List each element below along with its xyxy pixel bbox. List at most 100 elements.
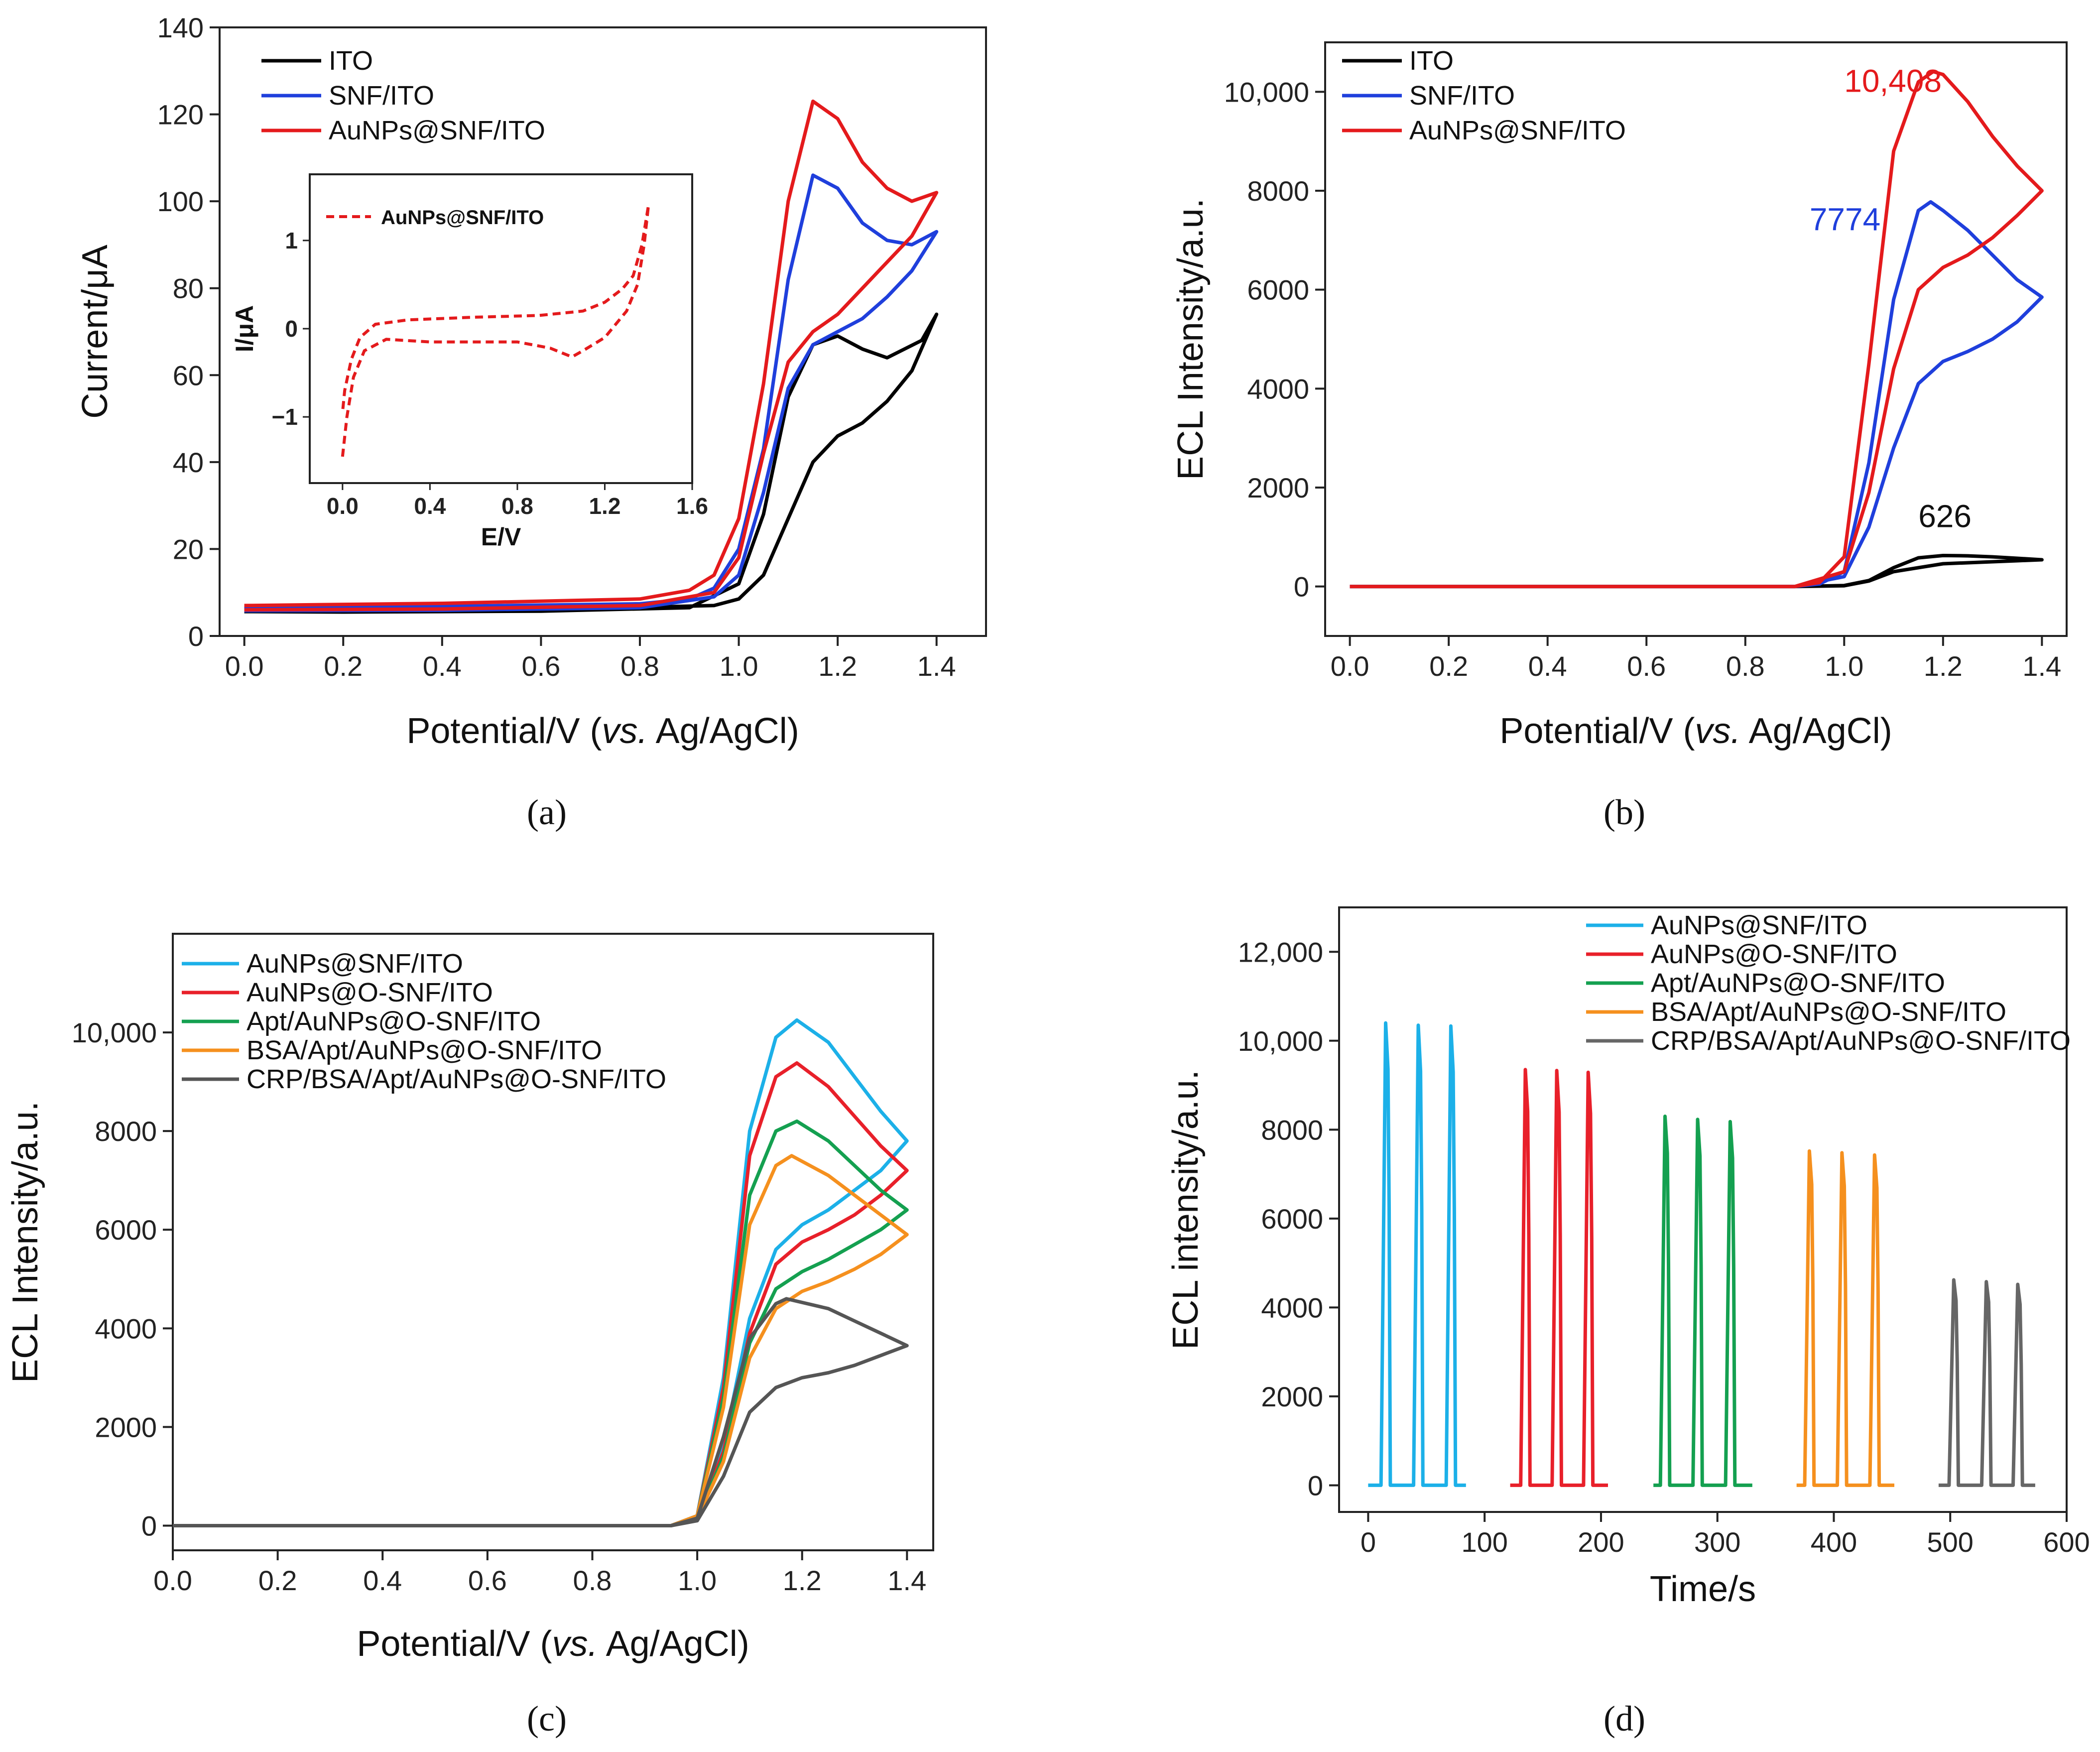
y-tick-label: 10,000 [72,1017,157,1048]
peak-annotation: 10,408 [1844,63,1942,99]
inset-y-tick-label: 0 [285,316,298,342]
x-tick-label: 500 [1927,1526,1974,1558]
x-axis-label-part: Potential/V ( [357,1624,552,1664]
series-line-aunps-snf-ito [244,99,939,612]
series-line-aunps-snf-ito [173,1018,909,1527]
legend-label-snf-ito: SNF/ITO [329,81,434,111]
x-axis-label: Potential/V (vs. Ag/AgCl) [1499,711,1892,751]
x-tick-label: 0.2 [324,650,363,682]
plot-frame [1324,41,2068,637]
legend-label-aunps-snf-ito: AuNPs@SNF/ITO [329,116,545,145]
x-tick-label: 600 [2043,1526,2090,1558]
y-tick-label: 80 [173,273,204,304]
y-axis-label: ECL Intensity/a.u. [5,1101,45,1383]
x-tick-label: 0.8 [573,1565,612,1596]
x-tick-label: 200 [1578,1526,1624,1558]
series-line-aunps-snf-ito [1368,1021,1466,1487]
series-line-crp-bsa-apt-aunps-o-snf-ito [1938,1278,2035,1487]
series-line-ito [244,312,939,614]
inset-y-tick-label: 1 [285,228,298,253]
x-axis-label: Potential/V (vs. Ag/AgCl) [406,711,799,751]
x-tick-label: 1.4 [887,1565,926,1596]
x-axis-label-part: Ag/AgCl) [598,1624,749,1664]
series-line-bsa-apt-aunps-o-snf-ito [173,1154,909,1527]
inset-x-tick-label: 0.0 [327,493,359,519]
x-axis-label-part: Potential/V ( [1499,711,1695,751]
x-tick-label: 0.8 [1726,650,1765,682]
x-axis-label-part: Ag/AgCl) [648,711,799,751]
plot-frame [219,26,987,637]
x-axis-label: Time/s [1650,1569,1756,1609]
y-tick-label: 4000 [1247,373,1309,404]
y-tick-label: 10,000 [1224,76,1309,108]
series-line-bsa-apt-aunps-o-snf-ito [1796,1149,1894,1487]
legend-label-aunps-snf-ito: AuNPs@SNF/ITO [1651,910,1867,940]
x-tick-label: 1.4 [2022,650,2061,682]
y-tick-label: 40 [173,447,204,478]
series-line-apt-aunps-o-snf-ito [1653,1115,1752,1487]
y-tick-label: 6000 [95,1214,157,1246]
legend-label-aunps-o-snf-ito: AuNPs@O-SNF/ITO [247,978,493,1007]
x-axis-label-part: vs. [1695,711,1741,751]
legend-label-apt-aunps-o-snf-ito: Apt/AuNPs@O-SNF/ITO [247,1006,541,1036]
y-tick-label: 8000 [1247,175,1309,207]
series-line-aunps-o-snf-ito [1510,1068,1608,1487]
panel-label-d: (d) [1604,1699,1645,1739]
y-tick-label: 0 [188,621,204,652]
legend-label-ito: ITO [1409,46,1454,76]
legend-label-aunps-snf-ito: AuNPs@SNF/ITO [1409,116,1626,145]
panel-d-chart: 0 100 200 300 400 500 6000200040006000800010,0… [1166,906,2090,1609]
x-tick-label: 1.2 [783,1565,822,1596]
x-tick-label: 1.0 [720,650,758,682]
x-tick-label: 0.4 [1528,650,1567,682]
x-tick-label: 0.0 [153,1565,192,1596]
legend-label-snf-ito: SNF/ITO [1409,81,1515,111]
peak-annotation: 626 [1918,498,1972,534]
panel-label-c: (c) [527,1699,567,1739]
inset-x-tick-label: 1.6 [676,493,708,519]
inset-x-tick-label: 0.8 [501,493,533,519]
legend-label-aunps-o-snf-ito: AuNPs@O-SNF/ITO [1651,939,1897,969]
series-line-snf-ito [1350,200,2044,589]
x-tick-label: 0.0 [225,650,264,682]
plot-frame [172,933,934,1551]
x-tick-label: 400 [1811,1526,1857,1558]
x-tick-label: 1.0 [678,1565,717,1596]
legend-label-bsa-apt-aunps-o-snf-ito: BSA/Apt/AuNPs@O-SNF/ITO [1651,997,2006,1027]
x-tick-label: 0.6 [521,650,560,682]
inset-y-axis-label: I/μA [231,305,258,352]
inset-series-line [341,205,650,457]
y-tick-label: 8000 [1261,1114,1323,1145]
x-tick-label: 0.2 [1429,650,1468,682]
inset-x-tick-label: 0.4 [414,493,446,519]
y-tick-label: 6000 [1247,274,1309,306]
inset-x-tick-label: 1.2 [589,493,620,519]
peak-annotation: 7774 [1810,201,1880,237]
legend-label-bsa-apt-aunps-o-snf-ito: BSA/Apt/AuNPs@O-SNF/ITO [247,1035,602,1065]
y-tick-label: 140 [157,12,204,43]
x-axis-label: Potential/V (vs. Ag/AgCl) [357,1624,749,1664]
x-tick-label: 0.8 [620,650,659,682]
y-tick-label: 0 [1294,571,1309,603]
series-line-aunps-snf-ito [1350,70,2044,589]
y-tick-label: 12,000 [1238,936,1323,968]
y-tick-label: 0 [1308,1470,1323,1501]
x-tick-label: 1.2 [1924,650,1963,682]
legend-label-aunps-snf-ito: AuNPs@SNF/ITO [247,949,463,979]
x-tick-label: 0.2 [258,1565,297,1596]
y-tick-label: 2000 [1261,1381,1323,1412]
series-line-snf-ito [244,173,939,613]
panel-label-b: (b) [1604,792,1645,832]
y-axis-label: ECL Intensity/a.u. [1171,198,1211,480]
x-axis-label-part: Ag/AgCl) [1741,711,1892,751]
y-tick-label: 20 [173,533,204,565]
y-axis-label: ECL intensity/a.u. [1166,1070,1206,1350]
x-tick-label: 100 [1461,1526,1507,1558]
x-tick-label: 0.6 [468,1565,507,1596]
x-axis-label-part: vs. [552,1624,598,1664]
x-tick-label: 0.0 [1331,650,1369,682]
y-tick-label: 120 [157,99,204,130]
x-tick-label: 1.0 [1825,650,1863,682]
y-tick-label: 2000 [95,1411,157,1443]
